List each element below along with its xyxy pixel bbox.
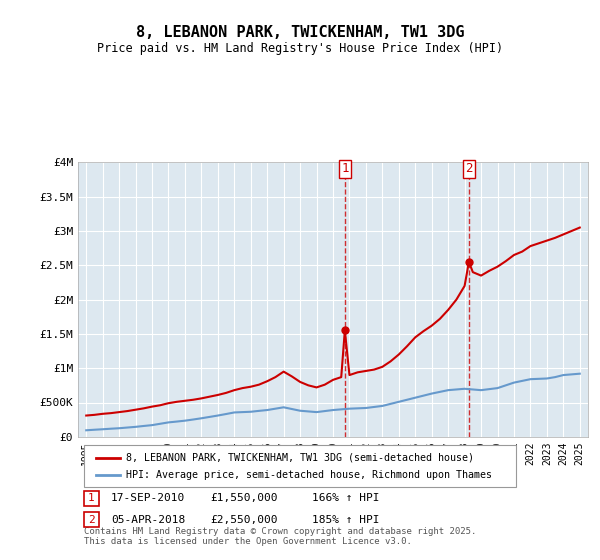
Text: Price paid vs. HM Land Registry's House Price Index (HPI): Price paid vs. HM Land Registry's House … xyxy=(97,42,503,55)
Text: 05-APR-2018: 05-APR-2018 xyxy=(111,515,185,525)
Text: 17-SEP-2010: 17-SEP-2010 xyxy=(111,493,185,503)
Text: £2,550,000: £2,550,000 xyxy=(210,515,277,525)
Text: 2: 2 xyxy=(88,515,95,525)
Text: 2: 2 xyxy=(465,162,473,175)
Text: Contains HM Land Registry data © Crown copyright and database right 2025.
This d: Contains HM Land Registry data © Crown c… xyxy=(84,526,476,546)
Text: HPI: Average price, semi-detached house, Richmond upon Thames: HPI: Average price, semi-detached house,… xyxy=(126,470,492,480)
Text: 8, LEBANON PARK, TWICKENHAM, TW1 3DG: 8, LEBANON PARK, TWICKENHAM, TW1 3DG xyxy=(136,25,464,40)
Text: £1,550,000: £1,550,000 xyxy=(210,493,277,503)
Text: 185% ↑ HPI: 185% ↑ HPI xyxy=(312,515,380,525)
Text: 1: 1 xyxy=(341,162,349,175)
Text: 1: 1 xyxy=(88,493,95,503)
Text: 166% ↑ HPI: 166% ↑ HPI xyxy=(312,493,380,503)
Text: 8, LEBANON PARK, TWICKENHAM, TW1 3DG (semi-detached house): 8, LEBANON PARK, TWICKENHAM, TW1 3DG (se… xyxy=(126,452,474,463)
